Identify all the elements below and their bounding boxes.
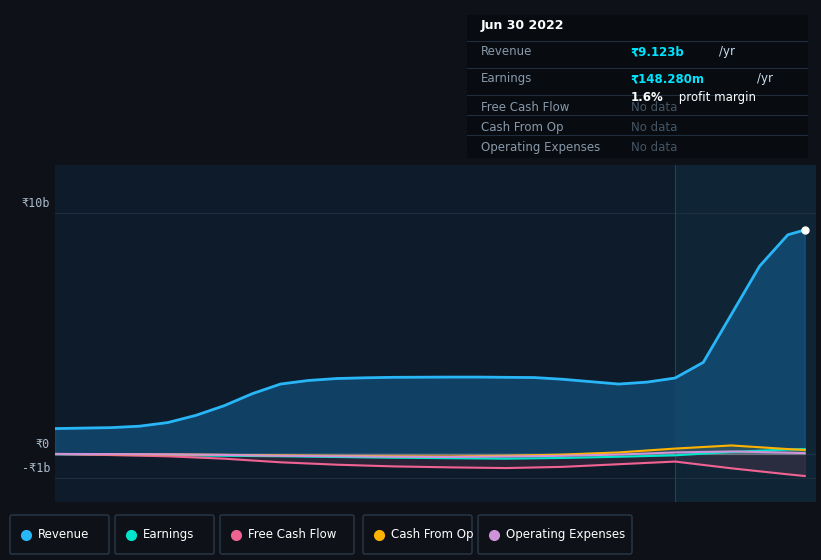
FancyBboxPatch shape xyxy=(220,515,354,554)
Text: ₹9.123b: ₹9.123b xyxy=(631,45,685,58)
Text: Cash From Op: Cash From Op xyxy=(391,528,474,541)
FancyBboxPatch shape xyxy=(115,515,214,554)
Text: ₹148.280m: ₹148.280m xyxy=(631,72,704,85)
Text: profit margin: profit margin xyxy=(675,91,756,104)
Text: Jun 30 2022: Jun 30 2022 xyxy=(480,19,564,32)
Text: Free Cash Flow: Free Cash Flow xyxy=(248,528,337,541)
Text: Revenue: Revenue xyxy=(480,45,532,58)
Text: Revenue: Revenue xyxy=(38,528,89,541)
Text: Earnings: Earnings xyxy=(143,528,195,541)
Text: Operating Expenses: Operating Expenses xyxy=(480,141,600,154)
Text: No data: No data xyxy=(631,141,677,154)
Text: No data: No data xyxy=(631,101,677,114)
Text: Earnings: Earnings xyxy=(480,72,532,85)
FancyBboxPatch shape xyxy=(10,515,109,554)
Text: -₹1b: -₹1b xyxy=(21,462,50,475)
Text: Free Cash Flow: Free Cash Flow xyxy=(480,101,569,114)
Text: /yr: /yr xyxy=(719,45,736,58)
Text: ₹10b: ₹10b xyxy=(21,197,50,210)
Text: ₹0: ₹0 xyxy=(36,438,50,451)
Text: /yr: /yr xyxy=(757,72,773,85)
Bar xyxy=(675,165,816,502)
FancyBboxPatch shape xyxy=(363,515,472,554)
Text: 1.6%: 1.6% xyxy=(631,91,663,104)
Text: No data: No data xyxy=(631,121,677,134)
FancyBboxPatch shape xyxy=(478,515,632,554)
Text: Cash From Op: Cash From Op xyxy=(480,121,563,134)
Text: Operating Expenses: Operating Expenses xyxy=(506,528,626,541)
